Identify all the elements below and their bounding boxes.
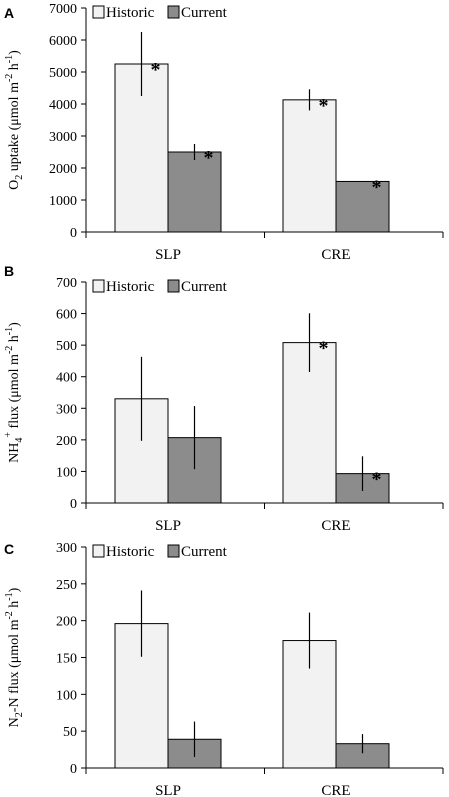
y-axis-label-sup: -1 [4,592,15,600]
y-axis-label-text: uptake (μmol m [7,82,22,175]
y-axis-label: NH4+ flux (μmol m-2 h-1) [3,322,25,463]
y-axis-label: O2 uptake (μmol m-2 h-1) [4,50,25,190]
significance-star: * [372,469,382,491]
y-axis-label-sub: 2 [14,712,25,717]
legend-label-current: Current [181,5,228,21]
x-category-label: CRE [321,518,350,534]
y-axis-label-sub: 4 [14,438,25,443]
y-tick-label: 700 [56,276,77,291]
x-category-label: CRE [321,783,350,797]
significance-star: * [372,176,382,198]
legend-swatch-historic [92,544,105,558]
y-tick-label: 0 [70,497,77,512]
y-tick-label: 400 [56,371,77,386]
y-axis-label: N2-N flux (μmol m-2 h-1) [4,587,25,727]
y-axis-label-text: ) [7,587,22,592]
legend-swatch-current [167,544,180,558]
legend: Historic Current [92,5,228,21]
legend-label-current: Current [181,544,228,560]
legend-label-historic: Historic [106,279,155,295]
y-axis-label-sup: -2 [4,74,15,82]
y-axis-label-base: NH [7,443,22,463]
y-tick-label: 1000 [49,194,77,209]
y-tick-label: 7000 [49,2,77,17]
y-axis-label-sup: -1 [4,327,15,335]
y-axis-label-text: -N flux (μmol m [7,619,22,712]
y-axis-label-base: N [7,717,22,727]
y-axis-label-sup: -2 [4,611,15,619]
legend-swatch-current [167,5,180,19]
y-tick-label: 300 [56,541,77,556]
y-axis-label-base: O [7,180,22,190]
x-category-label: SLP [155,783,181,797]
y-tick-label: 4000 [49,98,77,113]
y-tick-label: 200 [56,615,77,630]
y-axis-label-text: flux (μmol m [7,354,22,432]
bar-current-cre [335,180,390,233]
chart-panel-B: B 0 100 200 300 400 500 600 700 NH4+ flux (μmol m… [3,263,444,534]
x-category-label: SLP [155,247,181,263]
x-category-label: SLP [155,518,181,534]
panel-letter: C [4,541,14,557]
x-category-label: CRE [321,247,350,263]
legend-swatch-current [167,279,180,293]
y-tick-label: 0 [70,762,77,777]
bar-current-slp [167,151,222,233]
y-tick-label: 300 [56,402,77,417]
y-tick-label: 100 [56,688,77,703]
y-tick-label: 0 [70,226,77,241]
y-tick-label: 250 [56,578,77,593]
y-tick-label: 150 [56,652,77,667]
chart-panel-A: A 0 1000 2000 3000 4000 5000 6000 7000 O2 uptake … [4,2,444,263]
y-tick-label: 6000 [49,34,77,49]
y-tick-label: 200 [56,434,77,449]
legend-label-historic: Historic [106,544,155,560]
bar-historic-cre [282,99,337,233]
y-axis-label-text: ) [7,50,22,55]
y-axis-label-text: h [7,335,22,346]
y-tick-label: 500 [56,339,77,354]
y-axis-label-text: h [7,601,22,612]
y-tick-label: 600 [56,308,77,323]
y-axis-label-text: ) [7,322,22,327]
panel-letter: B [4,263,14,279]
y-tick-label: 3000 [49,130,77,145]
significance-star: * [204,147,214,169]
legend-swatch-historic [92,279,105,293]
y-tick-label: 5000 [49,66,77,81]
y-tick-label: 2000 [49,162,77,177]
chart-panel-C: C 0 50 100 150 200 250 300 N2-N flux (μmol m-2 h… [4,541,444,797]
legend: Historic Current [92,279,228,295]
legend: Historic Current [92,544,228,560]
y-axis-label-sup: -2 [4,346,15,354]
legend-label-historic: Historic [106,5,155,21]
panel-letter: A [4,5,14,21]
y-axis-label-text: h [7,63,22,74]
legend-swatch-historic [92,5,105,19]
y-axis-label-sub: 2 [14,175,25,180]
significance-star: * [319,95,329,117]
significance-star: * [151,59,161,81]
significance-star: * [319,338,329,360]
y-tick-label: 50 [63,725,77,740]
y-axis-label-sup: -1 [4,55,15,63]
y-tick-label: 100 [56,465,77,480]
legend-label-current: Current [181,279,228,295]
y-axis-label-sup: + [3,432,14,438]
